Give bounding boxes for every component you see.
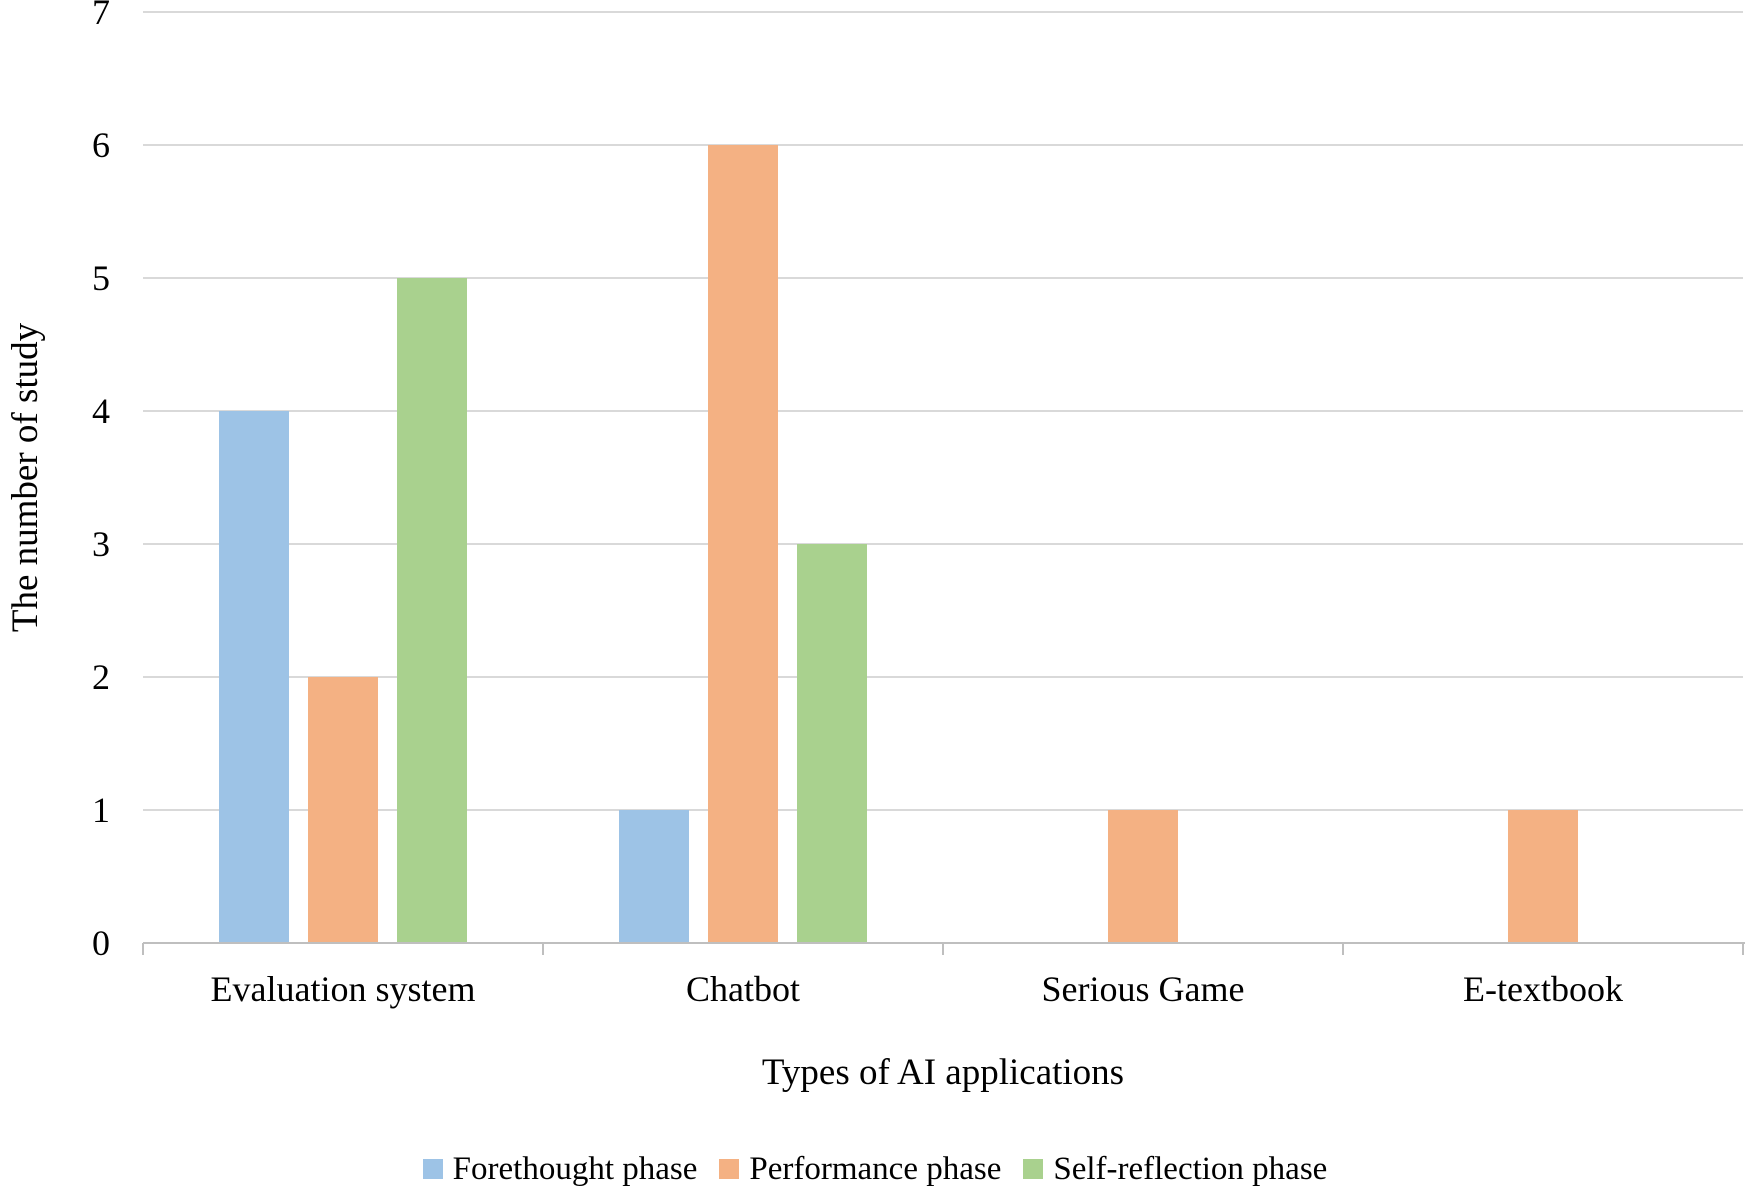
y-tick-label-0: 0: [92, 923, 110, 963]
bar-performance-phase-e-textbook: [1508, 810, 1578, 943]
y-tick-label-1: 1: [92, 790, 110, 830]
gridline-y-7: [143, 11, 1743, 13]
x-axis-title: Types of AI applications: [761, 1052, 1125, 1093]
category-label-serious-game: Serious Game: [1041, 969, 1245, 1009]
legend-swatch-icon-self-reflection-phase: [1023, 1159, 1044, 1179]
category-label-chatbot: Chatbot: [686, 969, 800, 1009]
gridline-y-1: [143, 809, 1743, 811]
y-tick-label-7: 7: [92, 0, 110, 32]
legend-swatch-icon-performance-phase: [719, 1159, 740, 1179]
bar-performance-phase-serious-game: [1108, 810, 1178, 943]
x-axis-tick-2: [942, 943, 944, 955]
legend-item-self-reflection-phase: Self-reflection phase: [1023, 1146, 1327, 1192]
gridline-y-5: [143, 277, 1743, 279]
x-axis-tick-1: [542, 943, 544, 955]
x-axis-line: [143, 942, 1745, 944]
gridline-y-3: [143, 543, 1743, 545]
category-label-e-textbook: E-textbook: [1463, 969, 1623, 1009]
bar-forethought-phase-chatbot: [619, 810, 689, 943]
y-axis-title-container: The number of study: [0, 12, 52, 943]
bar-forethought-phase-evaluation-system: [219, 411, 289, 943]
category-label-evaluation-system: Evaluation system: [210, 969, 476, 1009]
gridline-y-2: [143, 676, 1743, 678]
legend-item-performance-phase: Performance phase: [719, 1146, 1001, 1192]
legend-label-forethought-phase: Forethought phase: [452, 1151, 698, 1187]
y-tick-label-2: 2: [92, 657, 110, 697]
y-axis-title: The number of study: [5, 322, 47, 633]
y-tick-label-3: 3: [92, 524, 110, 564]
legend-swatch-icon-forethought-phase: [422, 1159, 443, 1179]
legend-label-performance-phase: Performance phase: [749, 1151, 1002, 1187]
bar-performance-phase-chatbot: [708, 145, 778, 943]
y-tick-label-6: 6: [92, 125, 110, 165]
x-axis-tick-3: [1342, 943, 1344, 955]
x-axis-tick-0: [142, 943, 144, 955]
bar-performance-phase-evaluation-system: [308, 677, 378, 943]
x-axis-tick-4: [1742, 943, 1744, 955]
legend-item-forethought-phase: Forethought phase: [422, 1146, 698, 1192]
legend-label-self-reflection-phase: Self-reflection phase: [1053, 1151, 1328, 1187]
chart-legend: Forethought phase Performance phase Self-r…: [0, 1146, 1750, 1192]
bar-self-reflection-phase-evaluation-system: [397, 278, 467, 943]
y-tick-label-4: 4: [92, 391, 110, 431]
y-tick-label-5: 5: [92, 258, 110, 298]
gridline-y-4: [143, 410, 1743, 412]
gridline-y-6: [143, 144, 1743, 146]
bar-self-reflection-phase-chatbot: [797, 544, 867, 943]
